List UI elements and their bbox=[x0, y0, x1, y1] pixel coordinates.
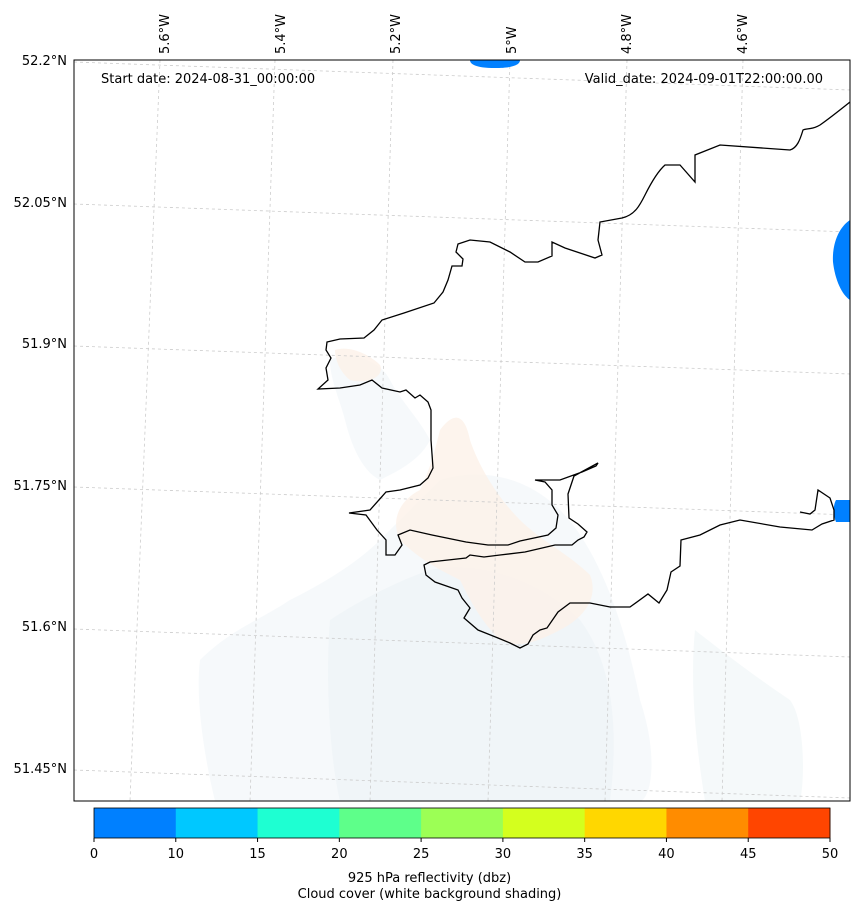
gridlines bbox=[73, 59, 851, 802]
colorbar-tick-label: 50 bbox=[822, 847, 839, 862]
colorbar-frame bbox=[93, 807, 831, 839]
colorbar-segment bbox=[421, 808, 504, 838]
start-date-label: Start date: 2024-08-31_00:00:00 bbox=[101, 72, 315, 87]
colorbar-tick-label: 25 bbox=[413, 847, 430, 862]
colorbar-title: 925 hPa reflectivity (dbz) Cloud cover (… bbox=[0, 871, 859, 903]
colorbar-tick-label: 0 bbox=[90, 847, 98, 862]
lat-label: 51.45°N bbox=[14, 762, 67, 777]
lat-label: 52.05°N bbox=[14, 196, 67, 211]
cloud-cover-shading bbox=[198, 348, 803, 801]
lon-label: 5°W bbox=[505, 26, 520, 54]
latitude-labels: 52.2°N 52.05°N 51.9°N 51.75°N 51.6°N 51.… bbox=[14, 54, 67, 777]
longitude-labels: 5.6°W 5.4°W 5.2°W 5°W 4.8°W 4.6°W bbox=[158, 14, 751, 54]
lon-label: 5.2°W bbox=[389, 14, 404, 54]
lon-label: 4.6°W bbox=[736, 14, 751, 54]
valid-date-label: Valid_date: 2024-09-01T22:00:00.00 bbox=[585, 72, 823, 87]
lat-label: 51.75°N bbox=[14, 479, 67, 494]
colorbar-segment bbox=[94, 808, 177, 838]
colorbar-tick-label: 10 bbox=[168, 847, 185, 862]
colorbar-tick-label: 15 bbox=[249, 847, 266, 862]
map-panel bbox=[73, 59, 851, 802]
colorbar-segment bbox=[748, 808, 831, 838]
lon-label: 5.4°W bbox=[274, 14, 289, 54]
colorbar-segment bbox=[502, 808, 586, 838]
colorbar-title-line1: 925 hPa reflectivity (dbz) bbox=[347, 871, 512, 886]
reflectivity-cells bbox=[470, 60, 850, 522]
lon-label: 4.8°W bbox=[620, 14, 635, 54]
lat-label: 52.2°N bbox=[22, 54, 67, 69]
colorbar-title-line2: Cloud cover (white background shading) bbox=[297, 887, 562, 902]
colorbar-tick-label: 40 bbox=[658, 847, 675, 862]
colorbar-tick-label: 20 bbox=[331, 847, 348, 862]
lat-label: 51.6°N bbox=[22, 620, 67, 635]
colorbar-tick-label: 35 bbox=[576, 847, 593, 862]
colorbar-tick-label: 45 bbox=[740, 847, 757, 862]
lat-label: 51.9°N bbox=[22, 337, 67, 352]
colorbar-segment bbox=[257, 808, 340, 838]
colorbar-tick-label: 30 bbox=[495, 847, 512, 862]
colorbar-segment bbox=[339, 808, 422, 838]
coastline bbox=[316, 101, 851, 649]
colorbar: 0 10 15 20 25 30 35 40 45 50 bbox=[90, 807, 839, 862]
lon-label: 5.6°W bbox=[158, 14, 173, 54]
colorbar-segment bbox=[666, 808, 749, 838]
colorbar-segment bbox=[175, 808, 259, 838]
colorbar-segment bbox=[584, 808, 667, 838]
